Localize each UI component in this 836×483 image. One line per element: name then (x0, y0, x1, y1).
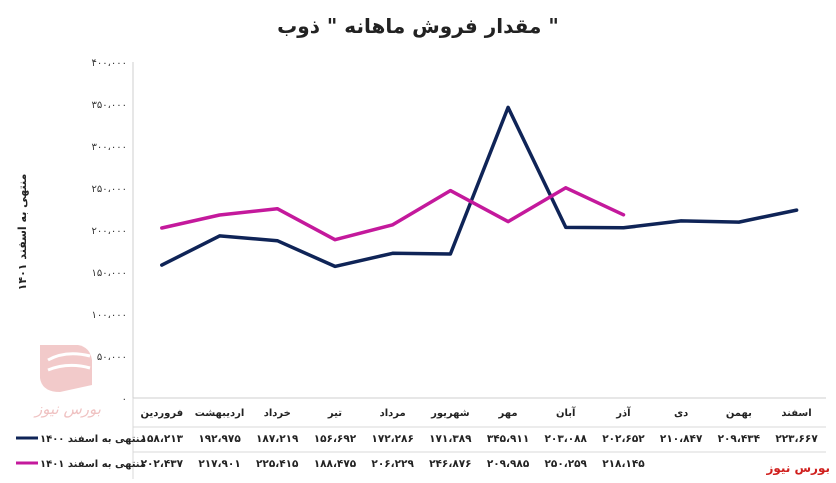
data-point (333, 238, 337, 242)
x-tick-label: مهر (498, 408, 518, 419)
x-tick-label: آبان (556, 406, 576, 419)
data-point (564, 225, 568, 229)
x-tick-label: اسفند (781, 408, 811, 419)
data-point (218, 234, 222, 238)
chart-title: مقدار فروش ماهانه " ذوب " (277, 14, 559, 38)
data-point (506, 220, 510, 224)
data-point (160, 226, 164, 230)
x-tick-label: تیر (327, 408, 342, 419)
data-point (621, 226, 625, 230)
data-point (448, 252, 452, 256)
table-cell: ۲۰۲،۶۵۲ (602, 433, 645, 445)
data-point (621, 213, 625, 217)
table-cell: ۱۵۸،۲۱۳ (141, 433, 184, 445)
table-cell: ۱۸۸،۴۷۵ (314, 458, 357, 470)
x-tick-label: فروردین (141, 408, 184, 419)
data-point (679, 219, 683, 223)
data-point (391, 223, 395, 227)
legend-label-2: منتهی به اسفند ۱۴۰۱ (40, 459, 146, 470)
table-cell: ۱۷۲،۲۸۶ (371, 433, 413, 445)
y-axis-label: منتهی به اسفند ۱۴۰۱ (16, 174, 29, 291)
y-tick-label: ۲۰۰،۰۰۰ (92, 226, 127, 237)
table-cell: ۲۵۰،۲۵۹ (545, 458, 588, 470)
x-tick-label: اردیبهشت (195, 408, 245, 419)
y-tick-label: ۴۰۰،۰۰۰ (92, 58, 127, 69)
watermark-logo: بورس نیوز (33, 345, 101, 418)
table-cell: ۲۱۷،۹۰۱ (198, 458, 240, 470)
table-cell: ۲۲۳،۶۶۷ (775, 433, 818, 445)
y-tick-label: ۲۵۰،۰۰۰ (92, 184, 127, 195)
data-point (275, 207, 279, 211)
series-line-2 (160, 186, 626, 242)
table-cell: ۳۴۵،۹۱۱ (487, 433, 529, 445)
table-cell: ۱۸۷،۲۱۹ (256, 433, 299, 445)
x-tick-label: دی (674, 408, 688, 419)
table-cell: ۱۵۶،۶۹۲ (314, 433, 357, 445)
x-tick-label: بهمن (726, 408, 752, 419)
y-tick-label: ۱۵۰،۰۰۰ (92, 268, 127, 279)
x-tick-label: خرداد (264, 408, 291, 419)
data-point (737, 220, 741, 224)
x-axis-categories: فروردین اردیبهشت خرداد تیر مرداد شهریور مهر آبا… (141, 406, 812, 419)
table-cell: ۲۱۰،۸۴۷ (660, 433, 703, 445)
data-point (333, 264, 337, 268)
y-tick-label: ۳۰۰،۰۰۰ (92, 142, 127, 153)
y-tick-label: ۱۰۰،۰۰۰ (92, 310, 127, 321)
table-cell: ۲۰۶،۲۲۹ (371, 458, 414, 470)
data-point (564, 186, 568, 190)
source-label: بورس نیوز (765, 461, 830, 476)
y-tick-label: ۵۰،۰۰۰ (97, 352, 127, 363)
x-tick-label: آذر (615, 406, 631, 419)
data-point (448, 189, 452, 193)
table-cell: ۲۱۸،۱۴۵ (602, 458, 645, 470)
data-point (275, 239, 279, 243)
table-cell: ۲۲۵،۴۱۵ (256, 458, 299, 470)
x-tick-label: شهریور (430, 408, 470, 419)
y-tick-label: ۰ (122, 394, 127, 405)
x-tick-label: مرداد (380, 408, 406, 419)
series-lines (160, 105, 799, 269)
logo-swoosh-2 (47, 363, 91, 372)
data-point (795, 208, 799, 212)
data-point (506, 105, 510, 109)
data-point (391, 251, 395, 255)
table-cell: ۱۹۲،۹۷۵ (198, 433, 241, 445)
y-tick-label: ۳۵۰،۰۰۰ (92, 100, 127, 111)
table-cell: ۲۰۲،۴۳۷ (141, 458, 184, 470)
table-cell: ۲۰۹،۹۸۵ (487, 458, 530, 470)
table-cell: ۱۷۱،۳۸۹ (429, 433, 472, 445)
y-axis-ticks: ۰ ۵۰،۰۰۰ ۱۰۰،۰۰۰ ۱۵۰،۰۰۰ ۲۰۰،۰۰۰ ۲۵۰،۰۰۰ ۳۰۰،۰… (92, 58, 127, 405)
logo-swoosh-1 (47, 352, 91, 362)
table-cell: ۲۰۳،۰۸۸ (545, 433, 588, 445)
table-cell: ۲۰۹،۴۳۴ (718, 433, 761, 445)
legend-label-1: منتهی به اسفند ۱۴۰۰ (40, 434, 146, 445)
watermark-text: بورس نیوز (33, 400, 101, 418)
data-point (218, 213, 222, 217)
series-line-1 (160, 105, 799, 269)
table-cell: ۲۴۶،۸۷۶ (429, 458, 471, 470)
data-point (160, 263, 164, 267)
